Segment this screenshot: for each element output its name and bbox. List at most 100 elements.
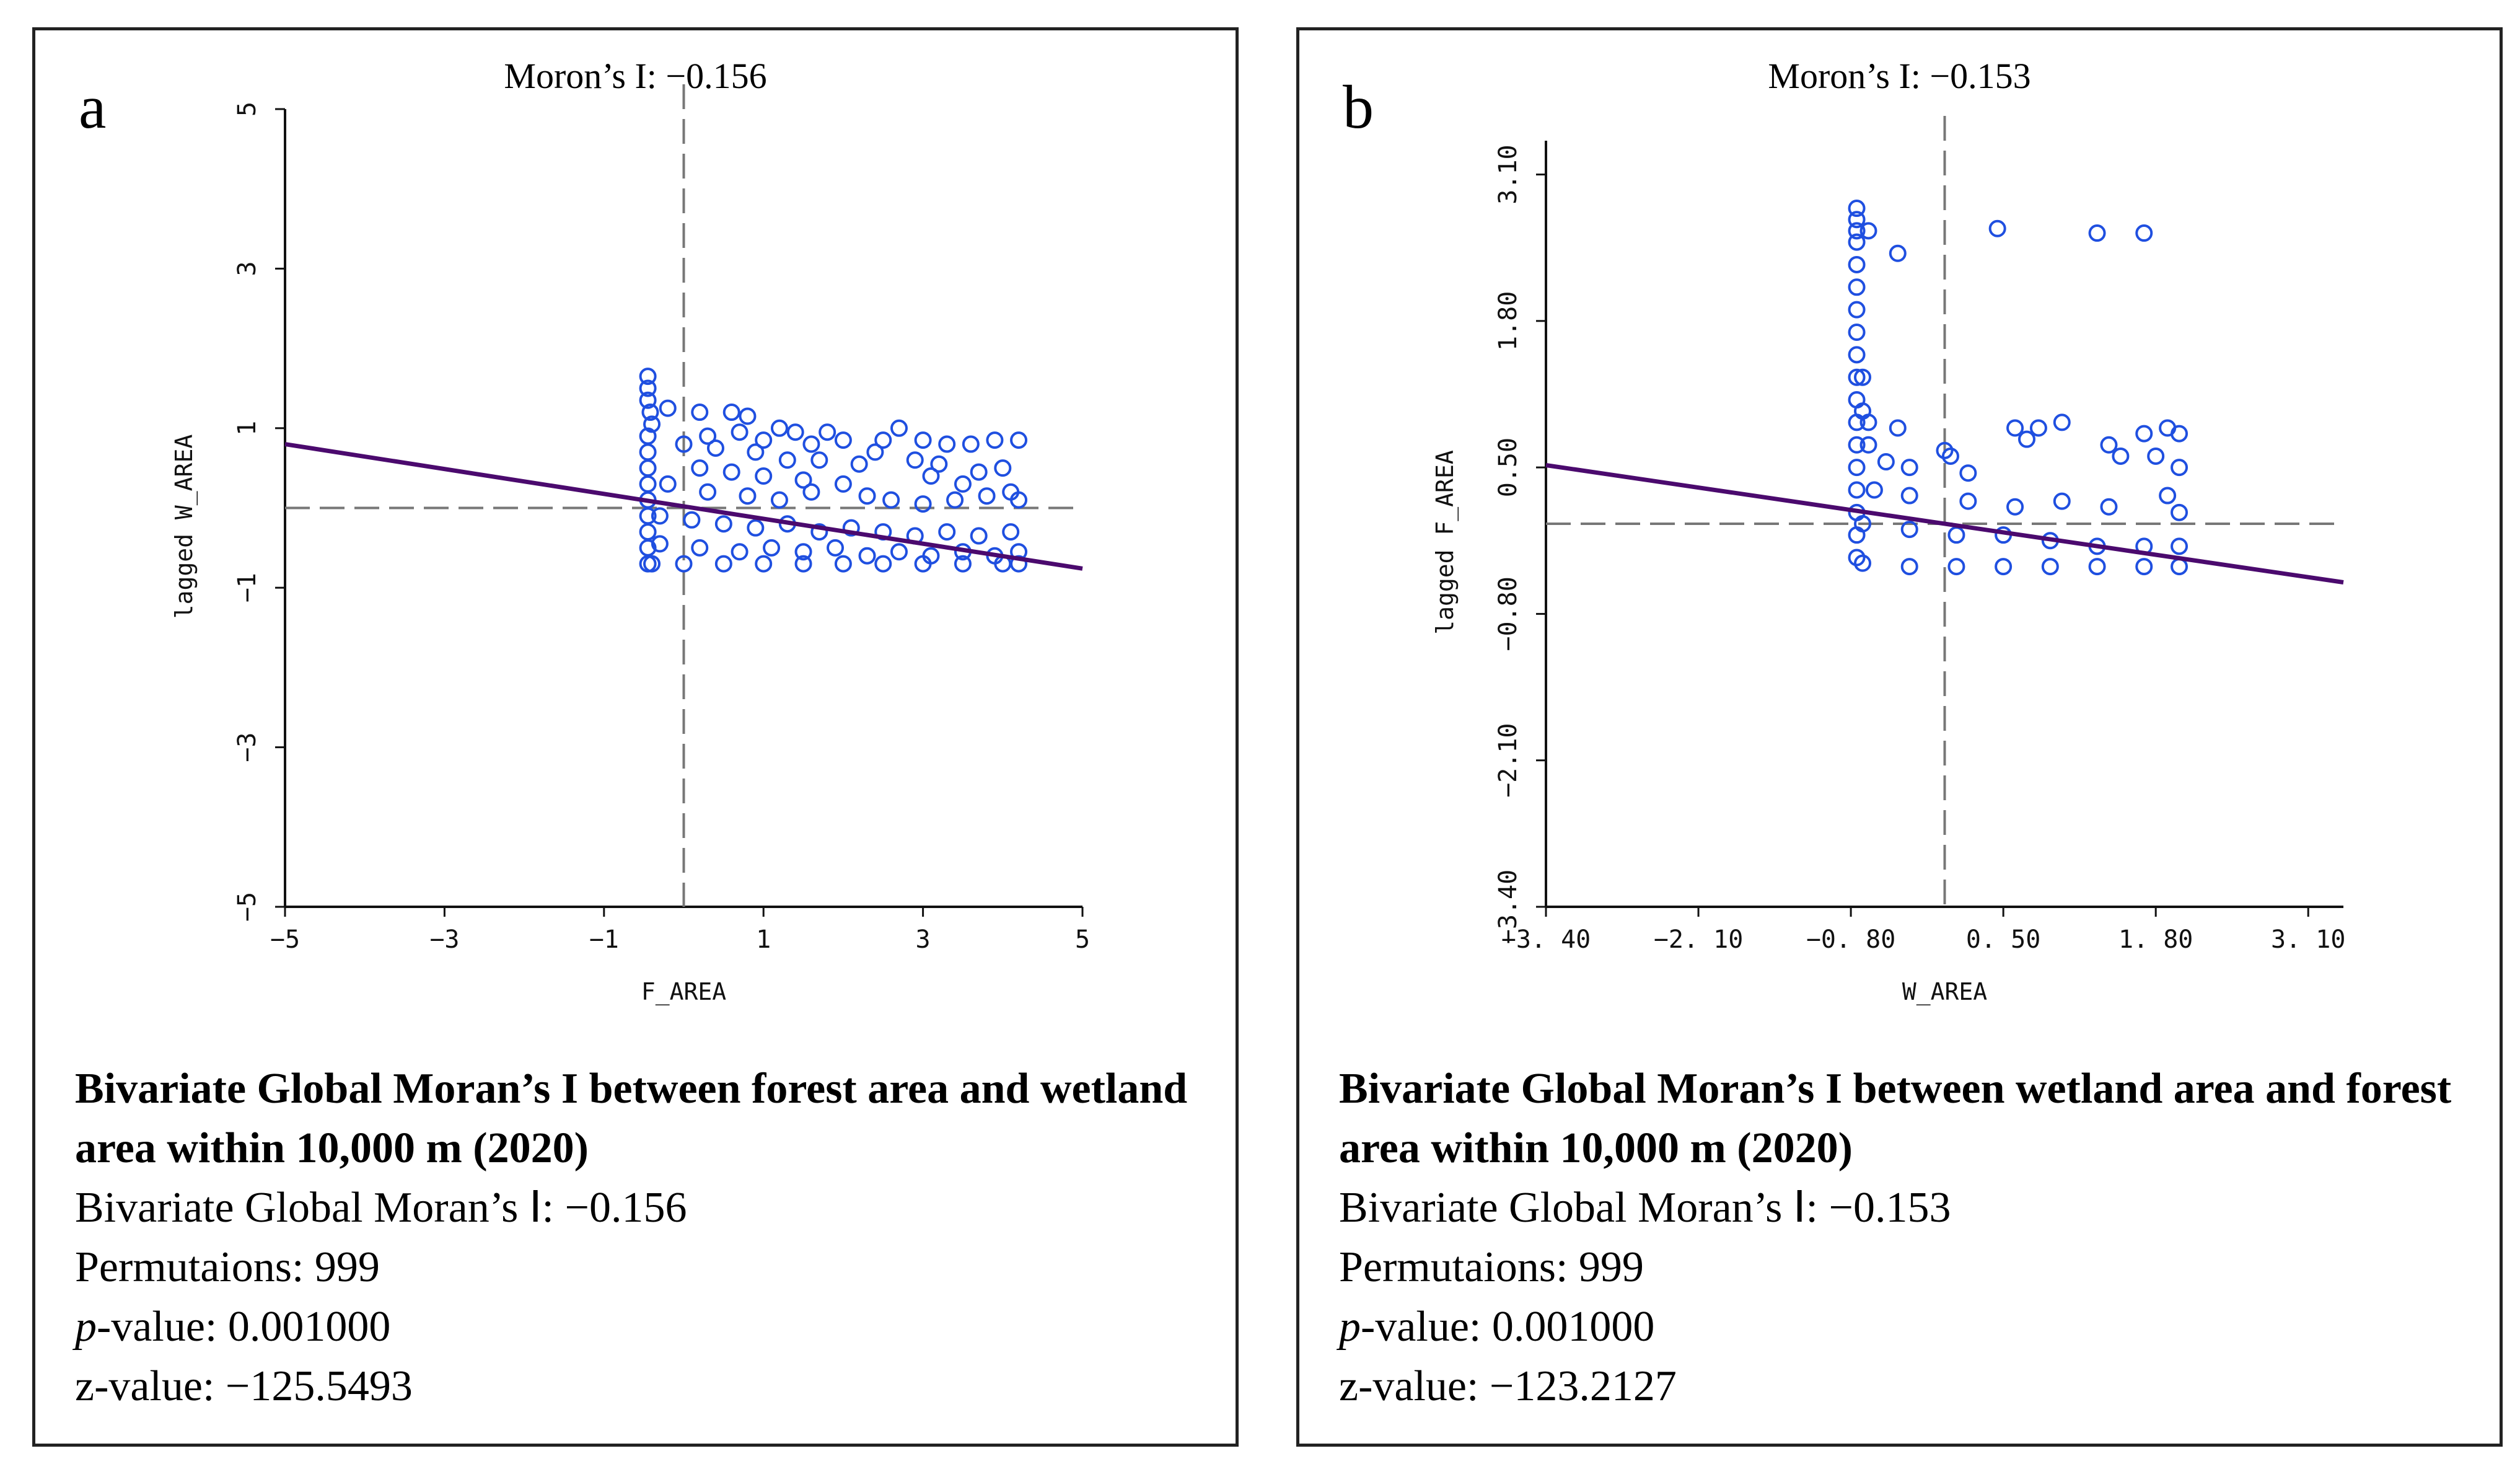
data-point [834,475,852,493]
data-point [714,515,732,533]
data-point [2100,436,2118,454]
data-point [770,419,788,437]
data-point [1900,558,1918,576]
data-point [802,483,820,501]
x-tick-label: 3. 10 [2271,925,2345,954]
data-point [842,519,860,537]
data-point [1010,431,1028,449]
data-point [641,404,659,421]
data-point [970,527,988,545]
data-point [1900,487,1918,505]
data-point [906,451,924,469]
data-point [970,463,988,481]
caption-title: Bivariate Global Moran’s I between wetla… [1339,1065,2452,1172]
panel-letter: a [79,73,107,141]
data-point [810,523,828,541]
data-point [639,379,657,397]
data-point [1848,301,1866,319]
data-point [651,507,669,525]
data-point [2100,498,2118,516]
caption-a: Bivariate Global Moran’s I between fores… [75,1059,1215,1416]
data-point [675,435,693,453]
y-axis-label: lagged W_AREA [170,435,198,619]
data-point [2171,425,2189,443]
data-point [691,539,709,557]
data-point [827,539,845,557]
p-value-line: p-value: 0.001000 [75,1297,1215,1357]
y-tick-label: −5 [233,892,261,922]
data-point [1941,447,1959,465]
x-axis-label: F_AREA [641,978,726,1006]
data-point [810,451,828,469]
data-point [2171,537,2189,555]
data-point [874,555,892,573]
data-point [2053,413,2071,431]
data-point [1848,211,1866,229]
data-point [922,467,940,485]
data-point [1848,368,1866,386]
data-point [683,511,701,529]
z-value: z-value: −125.5493 [75,1362,413,1410]
x-tick-label: −5 [270,925,300,954]
data-point [914,555,932,573]
data-point [954,555,972,573]
data-point [1889,244,1907,262]
data-point [1848,481,1866,499]
data-point [1010,491,1028,509]
data-point [1936,441,1954,459]
data-point [890,543,908,561]
data-point [794,543,812,561]
p-value: -value: 0.001000 [1361,1303,1655,1351]
data-point [914,431,932,449]
data-point [714,555,732,573]
y-tick-label: 0.50 [1494,438,1522,497]
data-point [2006,498,2024,516]
data-point [1848,255,1866,273]
panel-letter: b [1343,73,1374,141]
scatter-plot-a: −5 −3 −1 1 3 5 −5 −3 −1 1 3 5 F_AREA lagged W_AREA [170,84,1090,1006]
data-point [2147,447,2165,465]
y-tick-label: −3.40 [1494,870,1522,944]
data-point [639,368,657,386]
x-tick-label: −0. 80 [1806,925,1896,954]
p-value-line: p-value: 0.001000 [1339,1297,2479,1357]
y-tick-label: 1.80 [1494,291,1522,351]
data-point [794,555,812,573]
x-tick-label: −3. 40 [1501,925,1591,954]
data-point [978,487,996,505]
data-point [858,547,876,565]
data-point [994,459,1012,477]
data-point [1859,413,1877,431]
data-point [2017,430,2035,448]
x-tick-label: 0. 50 [1966,925,2040,954]
data-point [639,475,657,493]
data-point [643,555,661,573]
permutations: Permutaions: 999 [1339,1243,1644,1291]
data-point [2088,224,2106,242]
data-point [739,407,757,425]
x-tick-label: 5 [1075,925,1090,954]
data-point [1900,521,1918,539]
data-point [639,523,657,541]
data-point [1848,324,1866,341]
data-point [2088,558,2106,576]
x-tick-label: −2. 10 [1654,925,1744,954]
panel-a: a Moron’s I: −0.156 −5 −3 −1 1 3 5 −5 −3 −1 1 3 5 F_… [32,27,1239,1447]
scatter-plot-b: −3. 40 −2. 10 −0. 80 0. 50 1. 80 3. 10 −3.40 −2… [1431,116,2345,1006]
data-point [755,555,773,573]
data-point [954,475,972,493]
data-point [834,431,852,449]
data-point [731,423,749,441]
regression-line [284,442,1083,571]
data-point [1848,233,1866,251]
y-tick-label: 3.10 [1494,144,1522,204]
data-point [1859,222,1877,240]
data-point [755,431,773,449]
data-point [639,443,657,461]
data-point [2171,558,2189,576]
data-point [1848,549,1866,567]
data-point [882,491,900,509]
data-point [699,427,717,445]
data-point [786,423,804,441]
data-point [1002,523,1020,541]
